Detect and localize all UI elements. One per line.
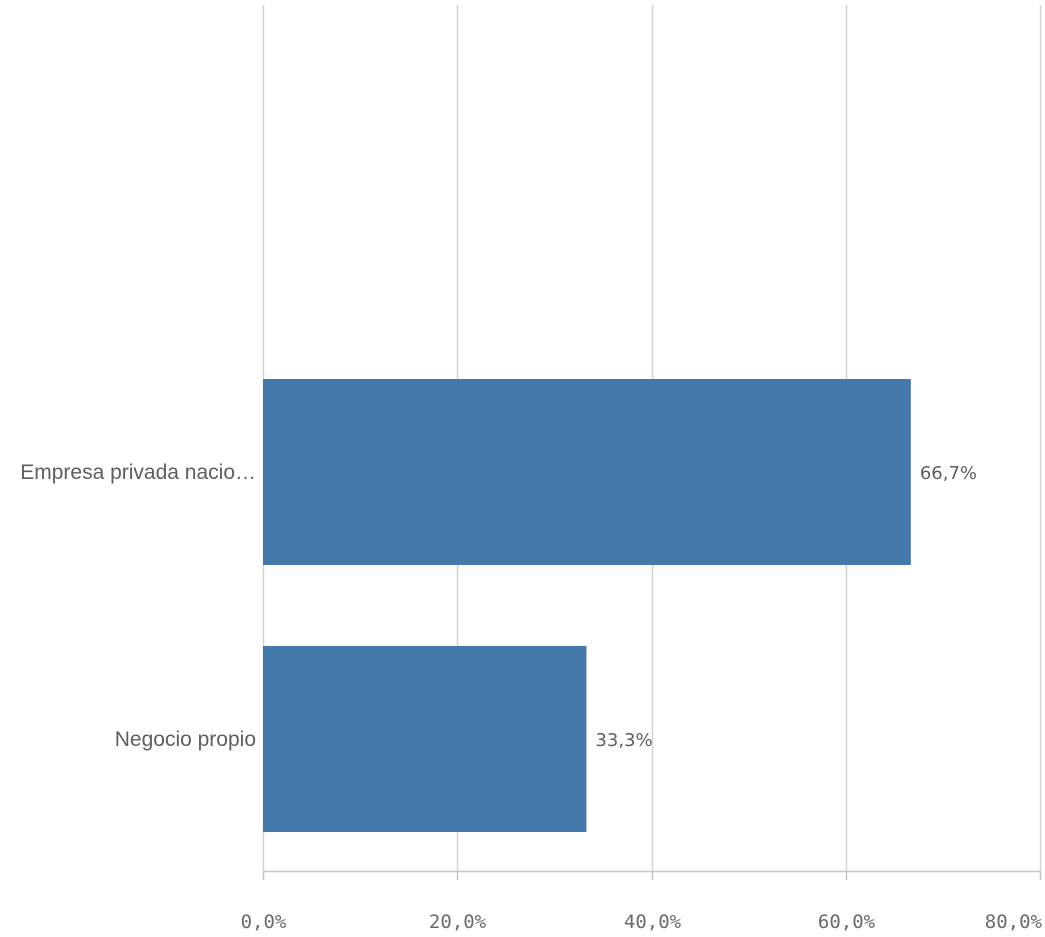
category-label: Empresa privada nacio… (20, 461, 256, 484)
data-label: 33,3% (595, 730, 652, 751)
x-tick-label: 20,0% (429, 911, 487, 933)
x-tick-label: 60,0% (818, 911, 876, 933)
labels: Empresa privada nacio… 66,7% Negocio propi… (20, 461, 977, 751)
x-tick-label: 0,0% (241, 911, 287, 933)
bar[interactable] (263, 646, 587, 832)
data-label: 66,7% (920, 463, 977, 484)
bars (263, 379, 911, 832)
x-tick-label: 80,0% (985, 911, 1043, 933)
x-tick-label: 40,0% (624, 911, 682, 933)
bar[interactable] (263, 379, 911, 565)
category-label: Negocio propio (115, 728, 256, 751)
x-axis: 0,0% 20,0% 40,0% 60,0% 80,0% (241, 870, 1043, 933)
